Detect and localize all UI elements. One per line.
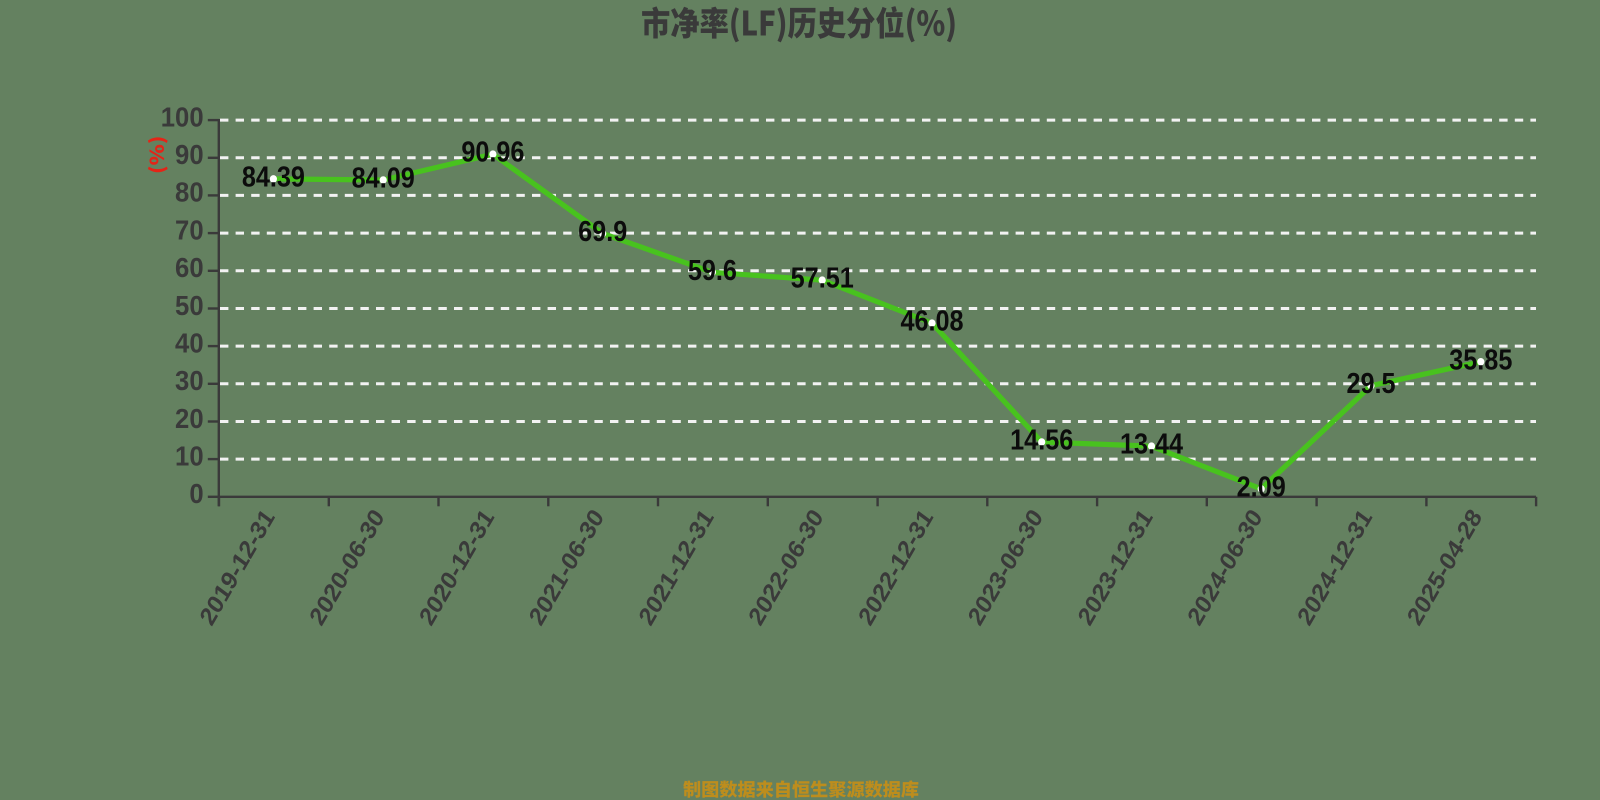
svg-text:10: 10	[175, 441, 204, 472]
svg-text:35.85: 35.85	[1449, 343, 1512, 376]
svg-text:2023-06-30: 2023-06-30	[964, 504, 1049, 630]
svg-text:2025-04-28: 2025-04-28	[1403, 504, 1488, 630]
svg-text:2024-06-30: 2024-06-30	[1183, 504, 1268, 630]
svg-text:2023-12-31: 2023-12-31	[1073, 504, 1158, 630]
svg-text:84.39: 84.39	[242, 160, 305, 193]
svg-text:90: 90	[175, 139, 204, 170]
svg-text:2019-12-31: 2019-12-31	[195, 504, 280, 630]
svg-text:46.08: 46.08	[900, 304, 963, 337]
svg-text:2022-06-30: 2022-06-30	[744, 504, 829, 630]
svg-text:69.9: 69.9	[578, 214, 627, 247]
svg-text:40: 40	[175, 328, 204, 359]
svg-text:2020-06-30: 2020-06-30	[305, 504, 390, 630]
svg-text:2020-12-31: 2020-12-31	[415, 504, 500, 630]
svg-text:20: 20	[175, 403, 204, 434]
svg-text:60: 60	[175, 252, 204, 283]
svg-text:2022-12-31: 2022-12-31	[854, 504, 939, 630]
svg-text:90.96: 90.96	[461, 135, 524, 168]
svg-text:2021-06-30: 2021-06-30	[525, 504, 610, 630]
svg-text:2024-12-31: 2024-12-31	[1293, 504, 1378, 630]
svg-text:57.51: 57.51	[791, 261, 854, 294]
svg-text:29.5: 29.5	[1346, 367, 1395, 400]
svg-text:2021-12-31: 2021-12-31	[634, 504, 719, 630]
svg-text:14.56: 14.56	[1010, 423, 1073, 456]
svg-text:50: 50	[175, 290, 204, 321]
svg-text:0: 0	[189, 478, 203, 509]
svg-text:2.09: 2.09	[1237, 470, 1286, 503]
svg-text:100: 100	[161, 102, 204, 133]
svg-text:59.6: 59.6	[688, 253, 737, 286]
svg-text:13.44: 13.44	[1120, 427, 1183, 460]
svg-text:84.09: 84.09	[352, 161, 415, 194]
svg-text:80: 80	[175, 177, 204, 208]
svg-text:70: 70	[175, 215, 204, 246]
svg-text:30: 30	[175, 365, 204, 396]
